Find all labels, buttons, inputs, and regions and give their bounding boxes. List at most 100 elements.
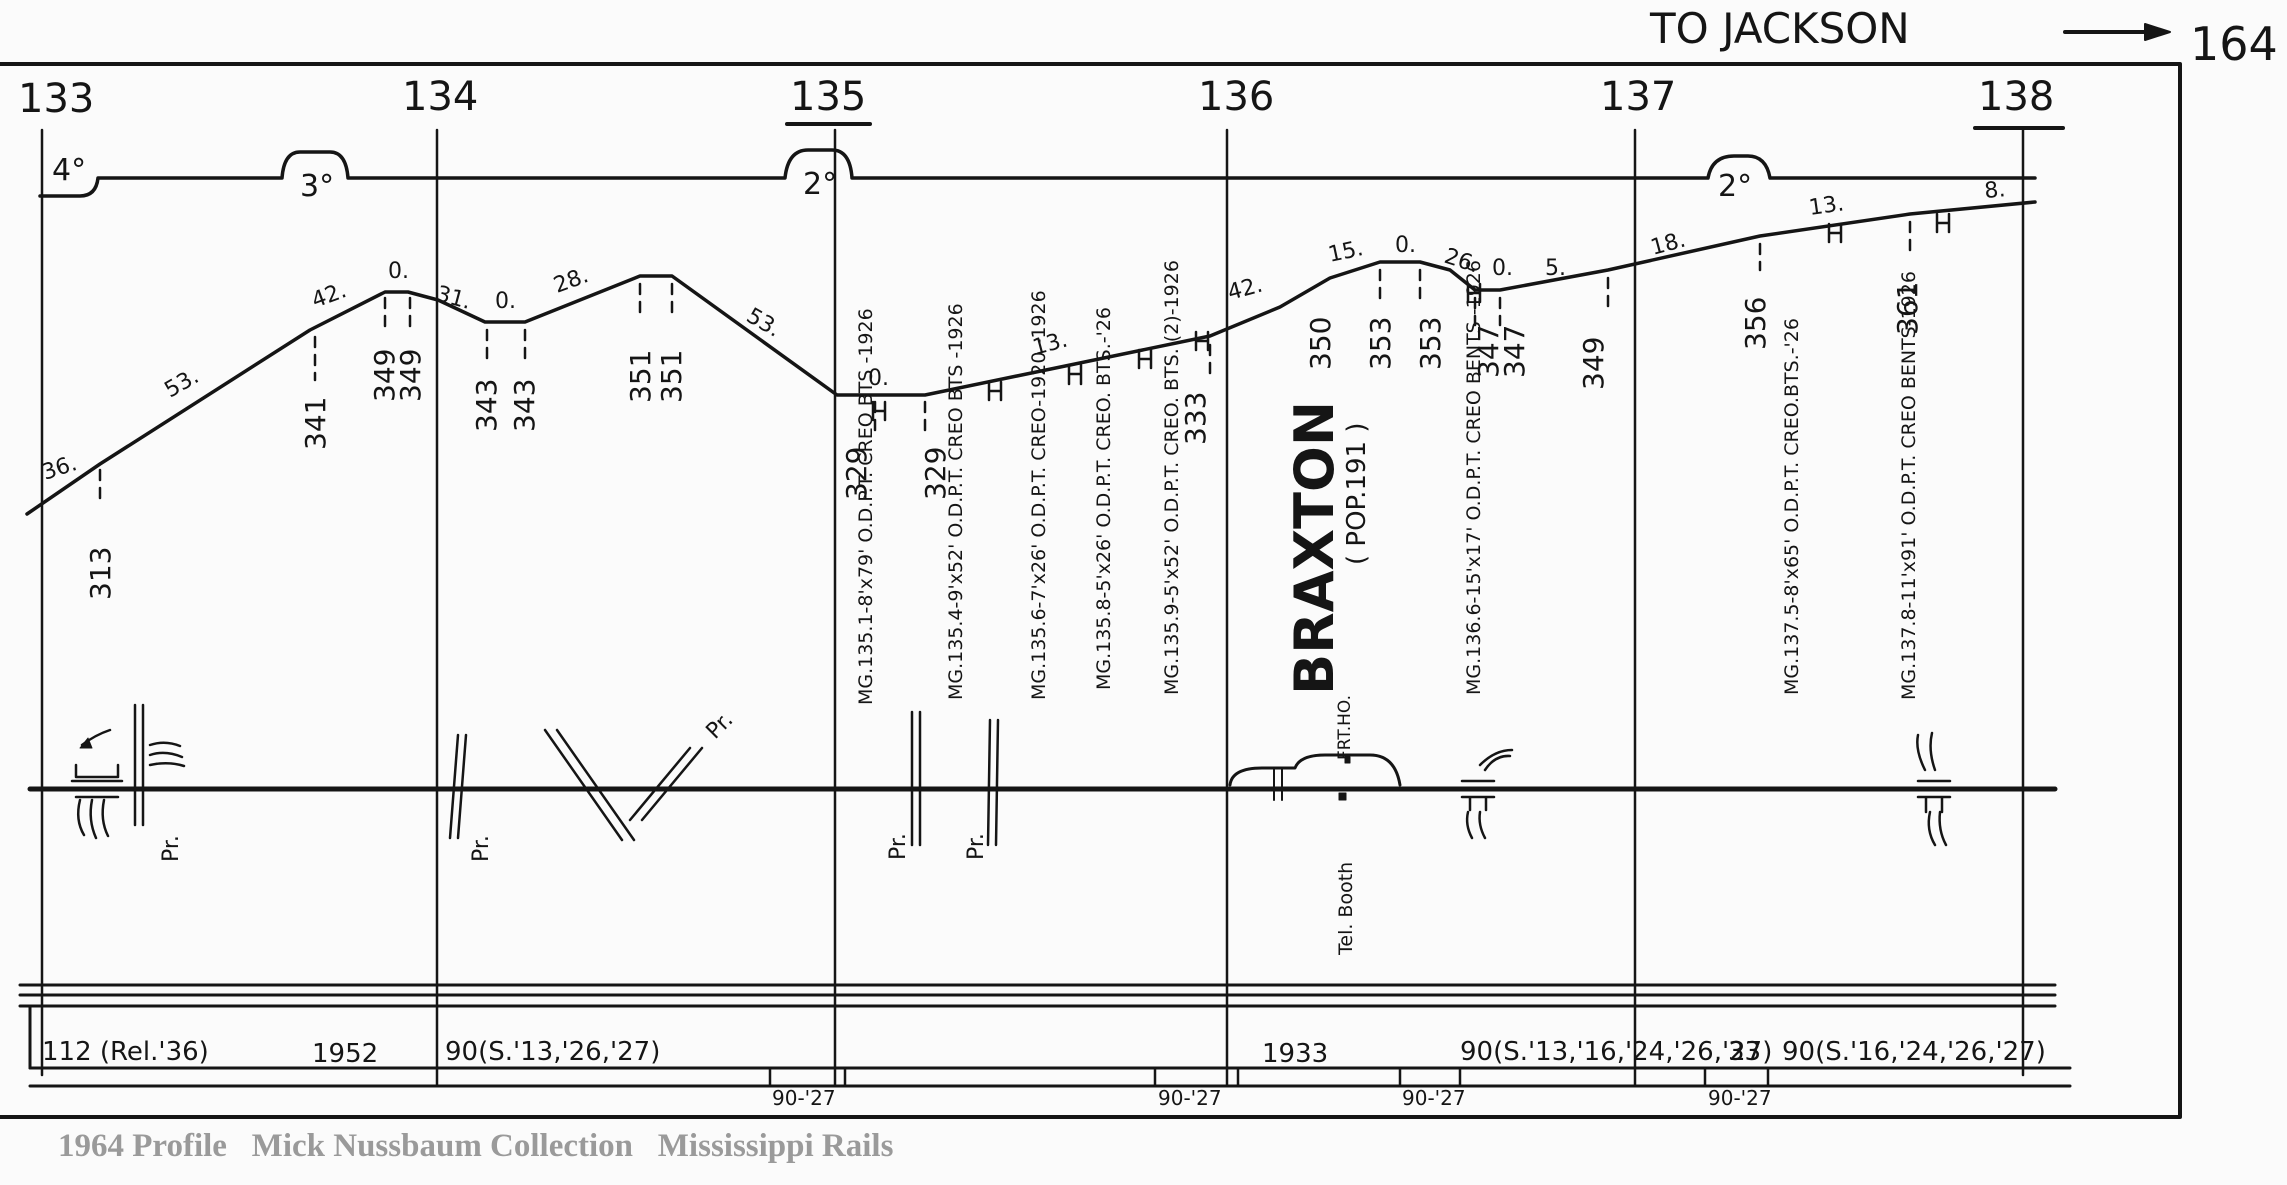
tie-markers — [768, 1066, 1770, 1088]
elevation-label: 351 — [624, 350, 657, 403]
bridge-note: MG.135.1-8'x79' O.D.P.T. CREO BTS -1926 — [855, 308, 877, 705]
grade-label: 42. — [1225, 273, 1265, 306]
rail-label: 90(S.'16,'24,'26,'27) — [1782, 1037, 2046, 1067]
elevation-label: 353 — [1414, 317, 1447, 370]
grade-label: 0. — [495, 289, 516, 314]
crossing-label: Pr. — [159, 835, 184, 862]
curve-label: 2° — [803, 167, 837, 202]
milepost-labels: 133 134 135 136 137 138 — [18, 74, 2054, 122]
track-bridge-symbols — [70, 731, 1952, 847]
bridge-note: MG.137.8-11'x91' O.D.P.T. CREO BENTS-192… — [1898, 271, 1920, 700]
elevation-label: 349 — [394, 349, 427, 402]
grade-labels: 36. 53. 42. 0. 31. 0. 28. 53. 0. 13. 42.… — [39, 177, 2006, 485]
elevation-label: 349 — [368, 349, 401, 402]
milepost-136: 136 — [1198, 74, 1274, 120]
elevation-ticks — [98, 220, 1912, 502]
bridge-note: MG.135.9-5'x52' O.D.P.T. CREO. BTS. (2)-… — [1161, 260, 1183, 695]
rail-section-lines — [18, 983, 2072, 1088]
grade-label: 53. — [742, 304, 785, 343]
tel-booth-label: Tel. Booth — [1335, 862, 1357, 956]
rail-label: 112 (Rel.'36) — [42, 1037, 209, 1067]
crossing-label: Pr. — [964, 833, 989, 860]
milepost-133: 133 — [18, 76, 94, 122]
collection-caption: 1964 Profile Mick Nussbaum Collection Mi… — [58, 1128, 894, 1164]
bridge-note: MG.135.4-9'x52' O.D.P.T. CREO BTS -1926 — [945, 303, 967, 700]
grade-label: 42. — [309, 278, 350, 313]
station-population: ( POP.191 ) — [1342, 423, 1372, 565]
elevation-label: 333 — [1179, 392, 1212, 445]
milepost-134: 134 — [402, 74, 478, 120]
elevation-label: 341 — [299, 397, 332, 450]
rail-label: 1933 — [1262, 1039, 1328, 1069]
station-name: BRAXTON — [1283, 401, 1346, 695]
bridge-note: MG.137.5-8'x65' O.D.P.T. CREO.BTS.-'26 — [1781, 318, 1803, 695]
elevation-label: 347 — [1472, 325, 1505, 378]
milepost-137: 137 — [1600, 74, 1676, 120]
rail-label: 33 — [1728, 1037, 1761, 1067]
grade-label: 5. — [1545, 256, 1566, 281]
grade-label: 31. — [433, 282, 473, 315]
elevation-label: 350 — [1304, 317, 1337, 370]
bridge-notes: MG.135.1-8'x79' O.D.P.T. CREO BTS -1926 … — [855, 260, 1920, 705]
crossing-label: Pr. — [469, 835, 494, 862]
elevation-label: 356 — [1739, 297, 1772, 350]
tie-labels: 90-'27 90-'27 90-'27 90-'27 — [772, 1086, 1772, 1110]
rail-label: 90(S.'13,'26,'27) — [445, 1037, 660, 1067]
grade-label: 8. — [1983, 177, 2006, 204]
crossing-label: Pr. — [702, 708, 739, 745]
curve-label: 3° — [300, 169, 334, 204]
bridge-note: MG.135.8-5'x26' O.D.P.T. CREO. BTS.-'26 — [1093, 307, 1115, 690]
bridge-note: MG.136.6-15'x17' O.D.P.T. CREO BENTS -19… — [1463, 260, 1485, 695]
elevation-labels: 313 341 349 349 343 343 351 351 329 329 … — [84, 282, 1924, 600]
grade-label: 18. — [1648, 228, 1688, 261]
elevation-label: 329 — [840, 447, 873, 500]
tie-label: 90-'27 — [1158, 1086, 1222, 1110]
gradient-profile-line — [25, 200, 2037, 516]
grade-label: 0. — [868, 366, 889, 391]
milepost-135: 135 — [790, 74, 866, 120]
grade-label: 28. — [551, 263, 592, 298]
crossing-label: Pr. — [886, 833, 911, 860]
continuation-page-ref: 164 — [2190, 17, 2278, 71]
curve-labels: 4° 3° 2° 2° — [52, 153, 1752, 204]
tel-booth-marker — [1338, 792, 1347, 801]
freight-house-label: FRT.HO. — [1335, 695, 1355, 760]
grade-label: 53. — [161, 364, 204, 403]
elevation-label: 351 — [655, 350, 688, 403]
direction-label: TO JACKSON — [1649, 4, 1910, 53]
tie-label: 90-'27 — [1402, 1086, 1466, 1110]
road-crossings — [133, 703, 1000, 847]
bridge-markers — [871, 212, 1951, 422]
elevation-label: 347 — [1498, 325, 1531, 378]
elevation-label: 343 — [508, 379, 541, 432]
frame-border — [0, 62, 2182, 1119]
milepost-lines — [40, 128, 2025, 1087]
bridge-note: MG.135.6-7'x26' O.D.P.T. CREO-1920 -1926 — [1028, 290, 1050, 700]
elevation-label: 361 — [1891, 282, 1924, 335]
grade-label: 0. — [1395, 233, 1416, 258]
frt-ho-marker — [1344, 756, 1351, 764]
elevation-label: 353 — [1364, 317, 1397, 370]
rail-labels: 112 (Rel.'36) 1952 90(S.'13,'26,'27) 193… — [42, 1037, 2046, 1069]
elevation-label: 329 — [919, 447, 952, 500]
rail-label: 1952 — [312, 1039, 378, 1069]
milepost-138: 138 — [1978, 74, 2054, 120]
arrowhead-icon — [2144, 23, 2171, 41]
curve-label: 2° — [1718, 169, 1752, 204]
curve-label: 4° — [52, 153, 86, 188]
station-building — [1228, 753, 1402, 787]
grade-label: 13. — [1807, 191, 1845, 221]
station-marks — [1273, 767, 1283, 801]
grade-label: 15. — [1326, 236, 1365, 268]
elevation-label: 313 — [84, 547, 117, 600]
grade-label: 0. — [388, 259, 409, 284]
elevation-label: 349 — [1577, 337, 1610, 390]
curvature-line — [38, 148, 2037, 198]
tie-label: 90-'27 — [1708, 1086, 1772, 1110]
rail-label: 90(S.'13,'16,'24,'26,'27) — [1460, 1037, 1772, 1067]
arrowhead-small-icon — [79, 737, 93, 749]
crossing-labels: Pr. Pr. Pr. Pr. Pr. — [159, 708, 989, 862]
elevation-label: 343 — [470, 379, 503, 432]
grade-label: 0. — [1492, 256, 1513, 281]
